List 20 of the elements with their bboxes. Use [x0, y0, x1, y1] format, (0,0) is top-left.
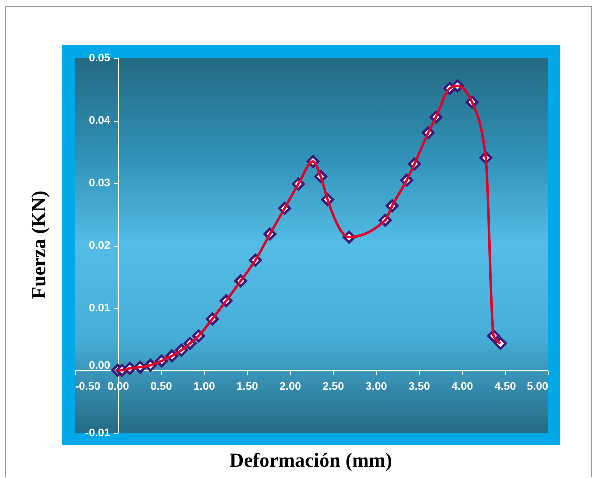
- x-tick-label: 2.50: [322, 381, 344, 393]
- x-tick-label: 5.00: [527, 381, 548, 393]
- x-tick-label: 1.50: [236, 381, 258, 393]
- y-tick-label: 0.02: [89, 240, 110, 252]
- x-tick-label: 3.00: [366, 381, 388, 393]
- x-tick-label: 0.50: [150, 381, 172, 393]
- y-axis-title: Fuerza (KN): [28, 190, 52, 300]
- y-tick-label: 0.01: [89, 302, 110, 314]
- x-tick-label: 2.00: [280, 381, 302, 393]
- x-tick-label: 1.00: [194, 381, 216, 393]
- y-tick-label: 0.04: [89, 115, 112, 127]
- y-tick-label: 0.03: [89, 178, 110, 190]
- x-tick-label: 4.50: [494, 381, 516, 393]
- x-tick-label: 3.50: [408, 381, 430, 393]
- x-tick-label: -0.50: [76, 381, 101, 393]
- y-tick-label: -0.01: [85, 428, 110, 440]
- y-tick-label: 0.00: [89, 360, 110, 372]
- x-tick-label: 4.00: [452, 381, 474, 393]
- y-tick-label: 0.05: [89, 52, 110, 64]
- x-axis-title: Deformación (mm): [228, 450, 394, 473]
